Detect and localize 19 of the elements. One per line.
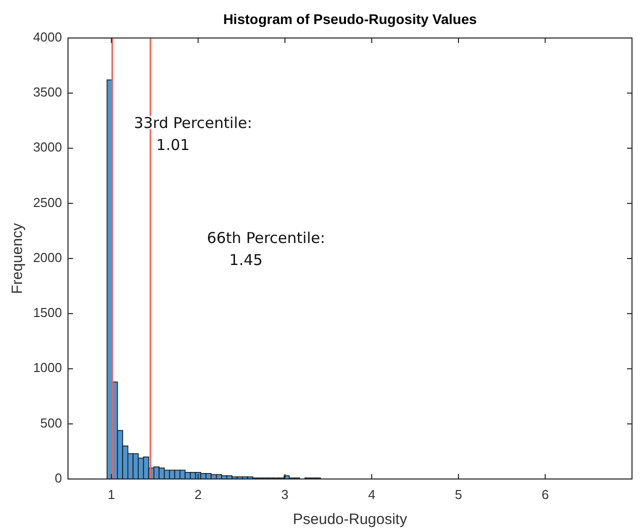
y-axis-title: Frequency [9, 222, 26, 294]
y-tick-label: 2000 [33, 250, 62, 265]
x-axis-title: Pseudo-Rugosity [292, 511, 408, 528]
y-tick-label: 3000 [33, 140, 62, 155]
y-tick-label: 1500 [33, 305, 62, 320]
y-tick-label: 2500 [33, 194, 62, 210]
x-tick-label: 2 [194, 487, 202, 502]
y-tick-label: 3500 [33, 84, 62, 100]
chart-title: Histogram of Pseudo-Rugosity Values [223, 11, 478, 27]
x-tick-label: 1 [108, 487, 115, 502]
x-tick-label: 6 [542, 487, 549, 502]
y-tick-label: 500 [40, 415, 62, 430]
x-tick-label: 4 [368, 487, 376, 502]
x-tick-label: 5 [454, 487, 462, 502]
y-tick-label: 4000 [33, 29, 62, 44]
y-tick-label: 1000 [33, 360, 62, 376]
x-tick-label: 3 [281, 487, 289, 502]
y-tick-label: 0 [54, 470, 62, 486]
annotation: 66th Percentile: 1.45 [206, 229, 326, 269]
